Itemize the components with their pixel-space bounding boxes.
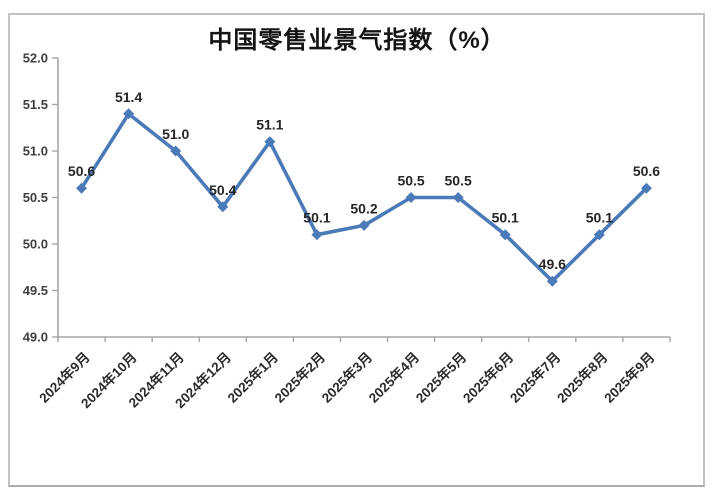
data-point-label: 50.6 — [68, 163, 95, 179]
data-point-label: 50.1 — [303, 210, 330, 226]
data-point-label: 51.4 — [115, 89, 142, 105]
data-point-label: 50.4 — [209, 182, 236, 198]
data-point-marker — [264, 136, 276, 148]
data-point-marker — [217, 201, 229, 213]
x-axis-tick-label: 2025年5月 — [412, 349, 469, 406]
y-axis-tick-label: 49.0 — [23, 330, 48, 345]
y-axis-tick-label: 50.5 — [23, 190, 48, 205]
data-point-label: 50.5 — [397, 173, 424, 189]
data-point-label: 50.6 — [633, 163, 660, 179]
data-point-label: 50.1 — [492, 210, 519, 226]
y-axis-tick-label: 49.5 — [23, 283, 48, 298]
data-point-marker — [499, 229, 511, 241]
x-axis-tick-label: 2025年8月 — [554, 349, 611, 406]
y-axis-tick-label: 51.0 — [23, 144, 48, 159]
x-axis-tick-label: 2025年6月 — [459, 349, 516, 406]
chart-title: 中国零售业景气指数（%） — [208, 27, 506, 54]
data-point-marker — [170, 145, 182, 157]
data-point-marker — [546, 275, 558, 287]
data-point-label: 51.0 — [162, 126, 189, 142]
data-point-marker — [311, 229, 323, 241]
y-axis-tick-label: 50.0 — [23, 237, 48, 252]
data-point-marker — [640, 182, 652, 194]
data-point-label: 51.1 — [256, 117, 283, 133]
x-axis-tick-label: 2025年1月 — [224, 349, 281, 406]
data-point-marker — [452, 192, 464, 203]
data-point-label: 50.5 — [445, 173, 472, 189]
data-point-label: 50.2 — [350, 200, 377, 216]
data-point-marker — [76, 182, 88, 194]
x-axis-tick-label: 2025年4月 — [365, 349, 422, 406]
chart-series — [76, 108, 652, 287]
x-axis-tick-label: 2025年3月 — [318, 349, 375, 406]
data-point-marker — [123, 108, 135, 120]
data-point-label: 50.1 — [586, 210, 613, 226]
y-axis-tick-label: 51.5 — [23, 97, 48, 112]
chart-data-labels: 50.6 51.4 51.0 50.4 51.1 50.1 50.2 50.5 50.5 50.1… — [68, 89, 660, 272]
data-point-label: 49.6 — [539, 256, 566, 272]
x-axis-tick-label: 2025年2月 — [271, 349, 328, 406]
data-point-marker — [358, 219, 370, 231]
x-axis-tick-label: 2025年7月 — [506, 349, 563, 406]
data-point-marker — [593, 229, 605, 241]
y-axis-tick-label: 52.0 — [23, 51, 48, 66]
data-point-marker — [405, 192, 417, 203]
chart-frame — [8, 13, 705, 487]
x-axis-tick-label: 2025年9月 — [601, 349, 658, 406]
